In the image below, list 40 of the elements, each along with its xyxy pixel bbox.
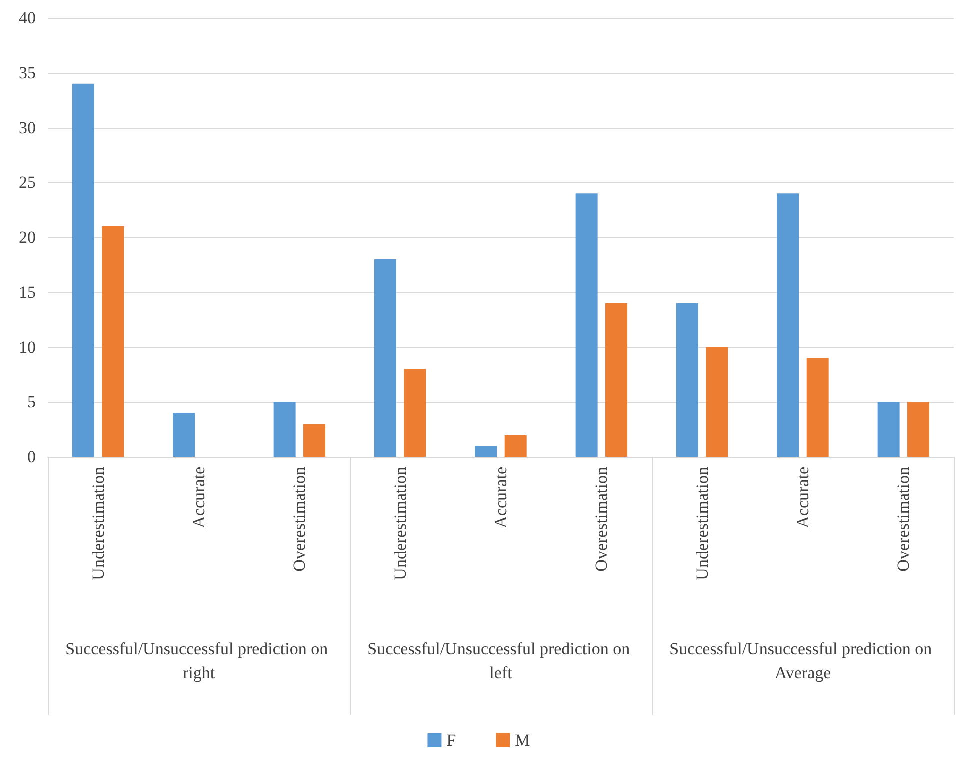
- x-tick-label: Overestimation: [894, 466, 914, 572]
- bar: [173, 413, 196, 457]
- bar: [102, 226, 124, 457]
- x-tick-label: Accurate: [794, 467, 812, 528]
- text: Successful/Unsuccessful prediction on right: [66, 640, 332, 682]
- bar: [404, 369, 426, 457]
- legend-label: F: [446, 731, 456, 750]
- bar: [304, 424, 326, 457]
- y-tick-label: 15: [19, 282, 36, 302]
- x-tick-label: Underestimation: [390, 466, 410, 580]
- bar: [878, 402, 900, 457]
- x-tick-label: Overestimation: [290, 466, 310, 572]
- bar: [274, 402, 296, 457]
- bar: [504, 435, 527, 457]
- y-tick-label: 25: [19, 173, 36, 192]
- text: Successful/Unsuccessful prediction on Average: [670, 640, 936, 682]
- text: Successful/Unsuccessful prediction on left: [368, 640, 634, 682]
- x-tick-label: Underestimation: [692, 466, 712, 580]
- x-tick-label: Underestimation: [88, 466, 108, 580]
- y-tick-label: 20: [19, 228, 36, 247]
- x-tick-label: Accurate: [190, 467, 208, 528]
- bar: [576, 194, 598, 457]
- y-tick-label: 30: [19, 118, 36, 138]
- bar: [706, 347, 728, 457]
- y-tick-label: 5: [28, 392, 36, 412]
- bar: [475, 446, 498, 457]
- x-tick-label: Accurate: [492, 467, 510, 528]
- bar: [806, 358, 829, 457]
- y-tick-label: 40: [19, 8, 36, 28]
- bar: [606, 303, 628, 457]
- bar: [676, 303, 698, 457]
- bar: [72, 84, 94, 457]
- bar: [374, 259, 396, 457]
- y-tick-label: 10: [19, 338, 36, 357]
- x-tick-label: Overestimation: [592, 466, 612, 572]
- y-tick-label: 0: [28, 448, 36, 466]
- bar: [908, 402, 930, 457]
- bar: [777, 194, 800, 457]
- y-tick-label: 35: [19, 63, 36, 82]
- legend-label: M: [515, 731, 530, 750]
